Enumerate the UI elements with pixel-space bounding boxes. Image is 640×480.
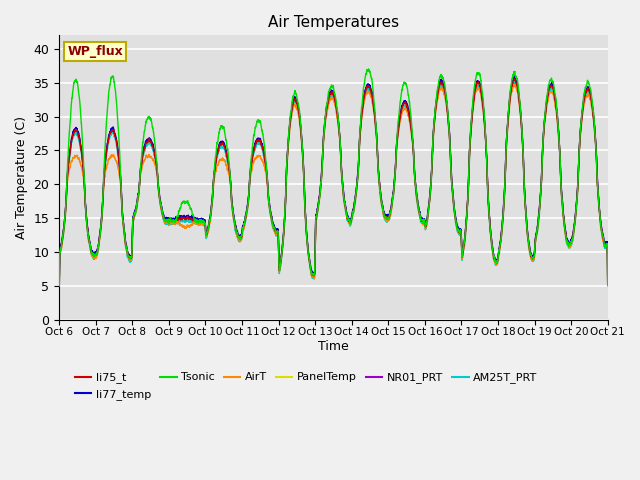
Legend: li75_t, li77_temp, Tsonic, AirT, PanelTemp, NR01_PRT, AM25T_PRT: li75_t, li77_temp, Tsonic, AirT, PanelTe… — [70, 368, 541, 404]
Y-axis label: Air Temperature (C): Air Temperature (C) — [15, 116, 28, 239]
Title: Air Temperatures: Air Temperatures — [268, 15, 399, 30]
Text: WP_flux: WP_flux — [67, 45, 123, 58]
X-axis label: Time: Time — [318, 340, 349, 353]
